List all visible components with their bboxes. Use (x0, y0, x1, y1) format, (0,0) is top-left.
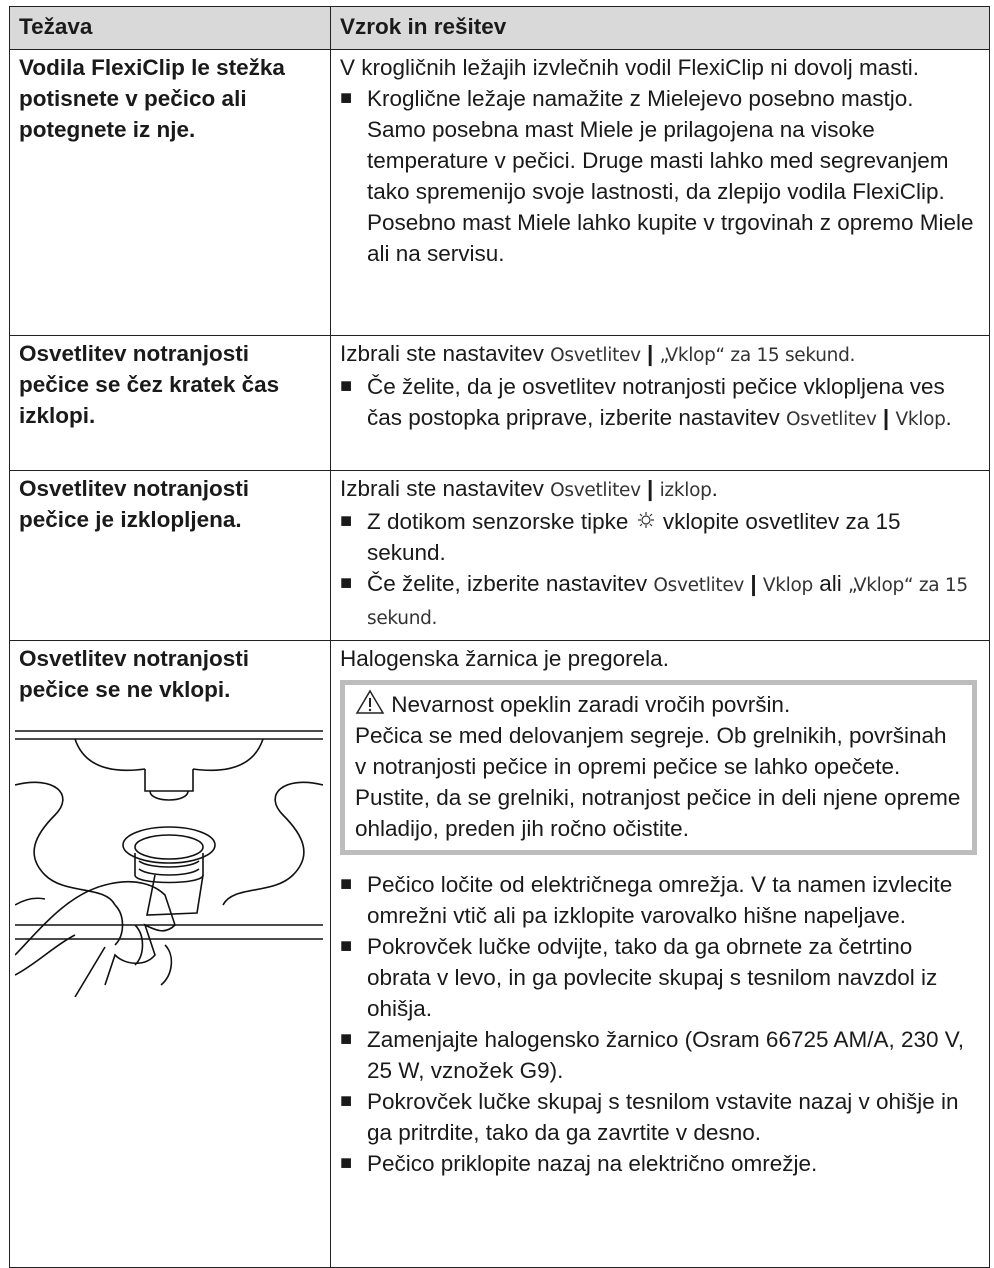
step: Pokrovček lučke skupaj s tesnilom vstavi… (340, 1086, 981, 1148)
step: Če želite, izberite nastavitev Osvetlite… (340, 568, 981, 634)
text: Izbrali ste nastavitev (340, 341, 544, 366)
step: Če želite, da je osvetlitev notranjosti … (340, 371, 981, 435)
troubleshooting-table: Težava Vzrok in rešitev Vodila FlexiClip… (9, 6, 990, 1268)
separator: | (882, 405, 890, 430)
row: Vodila FlexiClip le stežka potisnete v p… (9, 49, 990, 336)
warning-box: Nevarnost opeklin zaradi vročih površin.… (340, 680, 977, 855)
lamp-illustration (15, 730, 323, 997)
header-row: Težava Vzrok in rešitev (9, 6, 990, 50)
display-text: Osvetlitev (653, 575, 745, 596)
step: Pokrovček lučke odvijte, tako da ga obrn… (340, 931, 981, 1024)
text: Če želite, da je osvetlitev notranjosti … (367, 374, 945, 430)
problem: Vodila FlexiClip le stežka potisnete v p… (9, 49, 331, 336)
step-note: Samo posebna mast Miele je prilagojena n… (367, 117, 974, 266)
step: Kroglične ležaje namažite z Mielejevo po… (340, 83, 981, 269)
header-solution: Vzrok in rešitev (330, 6, 990, 50)
light-icon (637, 512, 654, 528)
separator: | (647, 476, 654, 501)
display-text: Vklop (762, 575, 813, 596)
step: Pečico ločite od električnega omrežja. V… (340, 869, 981, 931)
text: vklopite osvetlitev za 15 sekund. (367, 509, 901, 565)
step: Pečico priklopite nazaj na električno om… (340, 1148, 981, 1179)
display-text: Osvetlitev (550, 345, 641, 366)
warning-icon (355, 689, 385, 714)
cause: V krogličnih ležajih izvlečnih vodil Fle… (340, 55, 919, 80)
text: Če želite, izberite nastavitev (367, 571, 648, 596)
text: ali (819, 571, 842, 596)
text: . (945, 405, 952, 430)
row: Osvetlitev notranjosti pečice je izklopl… (9, 470, 990, 641)
cause: Izbrali ste nastavitev Osvetlitev | izkl… (340, 473, 981, 506)
row: Osvetlitev notranjosti pečice se ne vklo… (9, 640, 990, 1268)
solution: V krogličnih ležajih izvlečnih vodil Fle… (330, 49, 990, 336)
solution: Izbrali ste nastavitev Osvetlitev | „Vkl… (330, 335, 990, 471)
warning-text: Pustite, da se grelniki, notranjost peči… (355, 785, 961, 841)
problem: Osvetlitev notranjosti pečice je izklopl… (9, 470, 331, 641)
step: Zamenjajte halogensko žarnico (Osram 667… (340, 1024, 981, 1086)
warning-text: Pečica se med delovanjem segreje. Ob gre… (355, 723, 947, 779)
display-text: Osvetlitev (785, 409, 877, 430)
cause: Izbrali ste nastavitev Osvetlitev | „Vkl… (340, 338, 981, 371)
display-text: „Vklop“ za 15 sekund. (659, 345, 856, 366)
problem-text: Osvetlitev notranjosti pečice se ne vklo… (19, 646, 250, 702)
solution: Halogenska žarnica je pregorela. Nevarno… (330, 640, 990, 1268)
problem: Osvetlitev notranjosti pečice se čez kra… (9, 335, 331, 471)
display-text: Osvetlitev (550, 480, 641, 501)
text: . (711, 476, 718, 501)
solution: Izbrali ste nastavitev Osvetlitev | izkl… (330, 470, 990, 641)
warning-title: Nevarnost opeklin zaradi vročih površin. (355, 689, 962, 720)
separator: | (750, 571, 757, 596)
text: Izbrali ste nastavitev (340, 476, 544, 501)
problem: Osvetlitev notranjosti pečice se ne vklo… (9, 640, 331, 1268)
step: Z dotikom senzorske tipke vklopite osvet… (340, 506, 981, 568)
display-text: izklop (659, 480, 712, 501)
text: Z dotikom senzorske tipke (367, 509, 629, 534)
step-text: Kroglične ležaje namažite z Mielejevo po… (367, 86, 914, 111)
display-text: Vklop (895, 409, 946, 430)
header-problem: Težava (9, 6, 331, 50)
row: Osvetlitev notranjosti pečice se čez kra… (9, 335, 990, 471)
cause: Halogenska žarnica je pregorela. (340, 646, 669, 671)
warning-title-text: Nevarnost opeklin zaradi vročih površin. (391, 692, 791, 717)
separator: | (647, 341, 654, 366)
display-text: „Vklop“ za 15 sekund. (367, 575, 968, 629)
